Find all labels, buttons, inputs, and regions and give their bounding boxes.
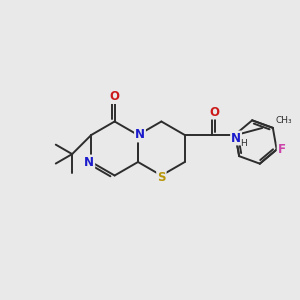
Text: O: O xyxy=(110,90,120,103)
Text: N: N xyxy=(84,155,94,169)
Text: F: F xyxy=(278,143,286,156)
Text: H: H xyxy=(240,139,246,148)
Text: O: O xyxy=(210,106,220,118)
Text: S: S xyxy=(157,171,166,184)
Text: CH₃: CH₃ xyxy=(276,116,292,125)
Text: N: N xyxy=(135,128,145,142)
Text: N: N xyxy=(231,131,241,145)
